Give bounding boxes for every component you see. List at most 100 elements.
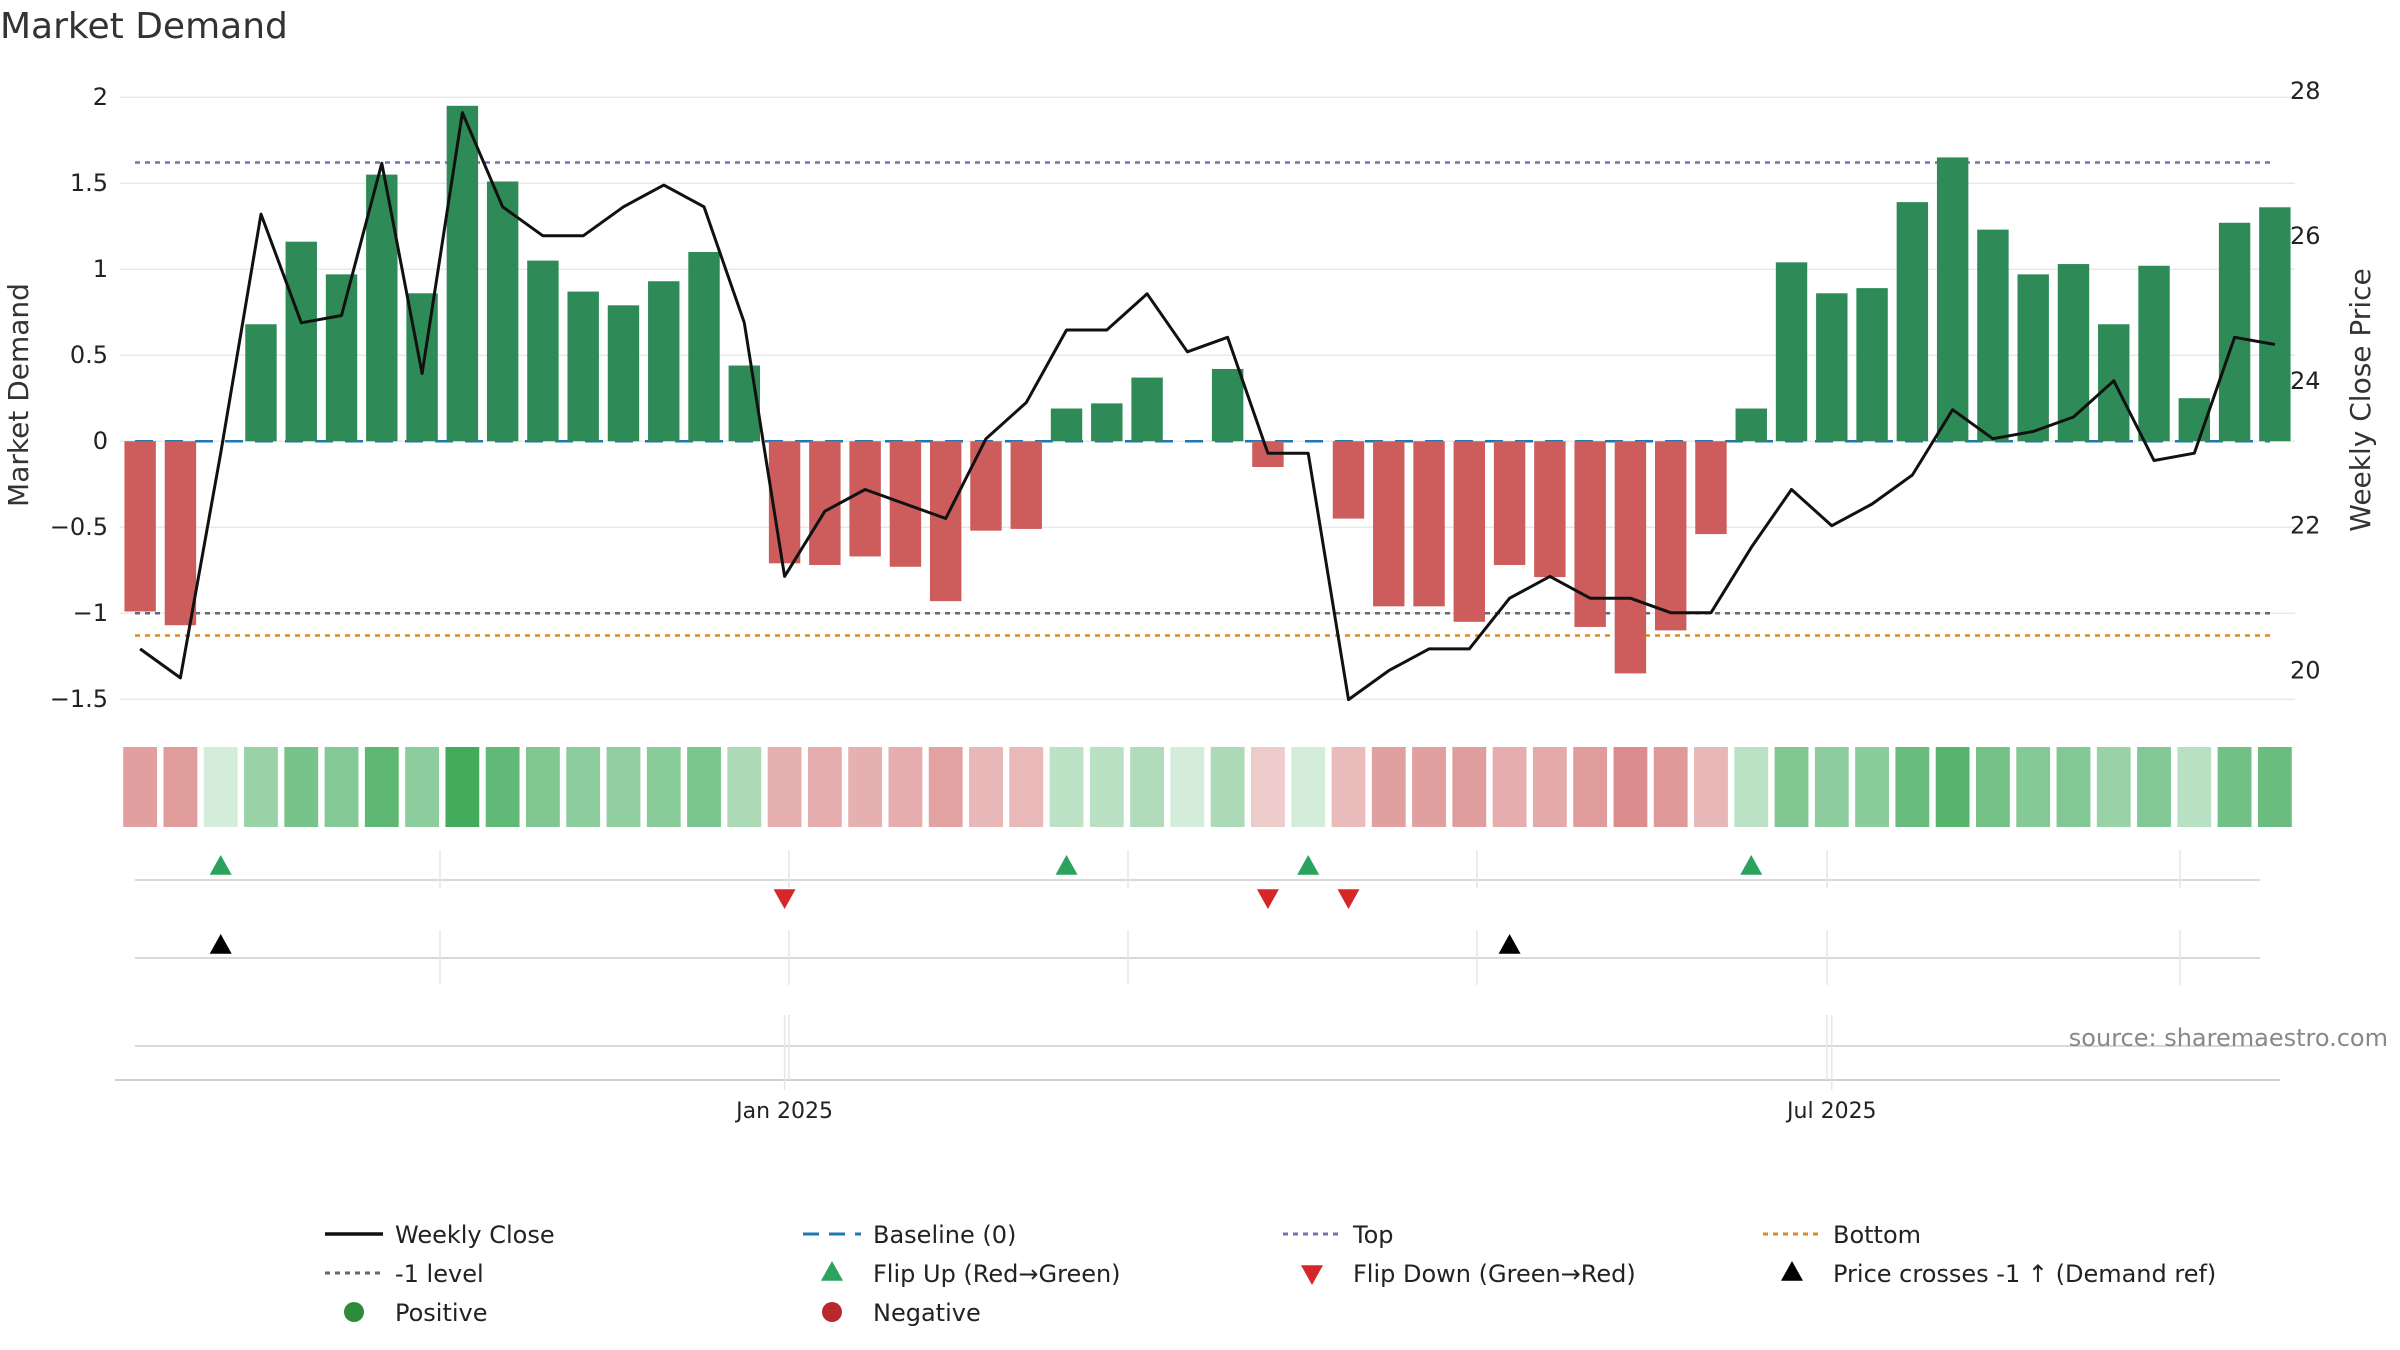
heat-cell [1653, 747, 1688, 827]
legend-item: Weekly Close [325, 1221, 555, 1249]
heat-cell [767, 747, 802, 827]
legend-item: Top [1283, 1221, 1394, 1249]
heat-cell [2056, 747, 2091, 827]
legend-label: Price crosses -1 ↑ (Demand ref) [1833, 1260, 2216, 1288]
demand-bar [1050, 408, 1083, 442]
demand-bar [648, 281, 680, 442]
grid [120, 96, 2295, 700]
heat-cell [566, 747, 601, 827]
heat-cell [1130, 747, 1164, 827]
legend-label: Negative [873, 1299, 981, 1327]
demand-bar [1453, 441, 1486, 622]
y2-tick-label: 22 [2290, 512, 2321, 540]
flip-down-marker [773, 889, 796, 909]
source-label: source: sharemaestro.com [2069, 1024, 2388, 1052]
heat-cell [284, 747, 319, 827]
legend-item: Baseline (0) [803, 1221, 1016, 1249]
legend-item: -1 level [325, 1260, 484, 1288]
demand-bar [1413, 441, 1445, 607]
x-tick-label: Jul 2025 [1785, 1099, 1877, 1124]
legend-marker [822, 1302, 842, 1322]
y2-axis-label: Weekly Close Price [2344, 268, 2377, 531]
price-cross-marker [1498, 934, 1521, 954]
y2-axis-ticks: 28 26 24 22 20 [2290, 77, 2321, 685]
demand-bar [809, 441, 841, 566]
heat-cell [244, 747, 278, 827]
demand-bar [2138, 265, 2170, 442]
demand-bar [1010, 441, 1042, 529]
demand-bar [245, 324, 277, 442]
demand-bar [1534, 441, 1566, 578]
demand-bar [1856, 288, 1888, 442]
y2-tick-label: 26 [2290, 222, 2321, 250]
heat-cell [2217, 747, 2252, 827]
y-tick-label: 1.5 [70, 169, 108, 197]
legend-item: Negative [822, 1299, 981, 1327]
demand-bar [929, 441, 962, 602]
x-axis-ticks: Jan 2025 Jul 2025 [734, 1015, 1877, 1124]
x-tick-label: Jan 2025 [734, 1099, 833, 1124]
heat-cell [1089, 747, 1124, 827]
legend-label: Weekly Close [395, 1221, 555, 1249]
demand-bar [325, 274, 358, 442]
legend-marker [344, 1302, 364, 1322]
heat-cell [1694, 747, 1728, 827]
heat-cell [1251, 747, 1285, 827]
demand-bar [1131, 377, 1163, 442]
heat-cell [969, 747, 1003, 827]
signal-lanes [115, 850, 2280, 1081]
legend-marker [1781, 1261, 1803, 1281]
heat-cell [848, 747, 883, 827]
heat-cell [1895, 747, 1930, 827]
legend-item: Flip Up (Red→Green) [821, 1260, 1121, 1288]
weekly-close-line [139, 111, 2276, 702]
heat-cell [1049, 747, 1084, 827]
heat-cell [1291, 747, 1326, 827]
demand-bar [1896, 202, 1929, 442]
y-tick-label: −1.5 [50, 685, 108, 713]
heat-cell [163, 747, 198, 827]
flip-up-marker [1055, 855, 1078, 875]
y-axis-label: Market Demand [2, 283, 35, 507]
heat-cell [1573, 747, 1608, 827]
heat-cell [1774, 747, 1809, 827]
y2-tick-label: 24 [2290, 367, 2321, 395]
legend: Weekly Close Baseline (0) Top Bottom -1 leve… [325, 1221, 2216, 1327]
heat-cell [1734, 747, 1769, 827]
demand-bar [728, 365, 761, 442]
demand-bar [688, 252, 720, 442]
legend-label: Flip Down (Green→Red) [1353, 1260, 1636, 1288]
demand-bar [527, 260, 559, 442]
demand-bar [486, 181, 519, 442]
heat-cell [2016, 747, 2051, 827]
heat-cell [1492, 747, 1527, 827]
demand-bar [1493, 441, 1526, 566]
heat-cell [1976, 747, 2010, 827]
demand-bar [1373, 441, 1405, 607]
heat-cell [405, 747, 439, 827]
heat-cell [1412, 747, 1446, 827]
demand-bar [970, 441, 1002, 531]
flip-up-marker [1297, 855, 1320, 875]
demand-bar [1654, 441, 1687, 631]
demand-bar [1614, 441, 1647, 674]
y-tick-label: 0 [93, 427, 108, 455]
heat-cell [1814, 747, 1849, 827]
heat-cell [445, 747, 480, 827]
y-tick-label: 2 [93, 83, 108, 111]
heat-cell [2137, 747, 2171, 827]
flip-down-marker [1337, 889, 1360, 909]
demand-bar [849, 441, 881, 557]
flip-down-marker [1256, 889, 1279, 909]
legend-label: Baseline (0) [873, 1221, 1016, 1249]
demand-bar [2057, 264, 2090, 442]
legend-marker [1301, 1265, 1323, 1285]
heat-cell [646, 747, 681, 827]
heat-cell [1210, 747, 1245, 827]
heat-cell [1170, 747, 1205, 827]
legend-label: -1 level [395, 1260, 484, 1288]
demand-bar [1695, 441, 1727, 535]
flip-up-marker [1740, 855, 1763, 875]
price-cross-marker [209, 934, 232, 954]
demand-bar [1936, 157, 1969, 442]
